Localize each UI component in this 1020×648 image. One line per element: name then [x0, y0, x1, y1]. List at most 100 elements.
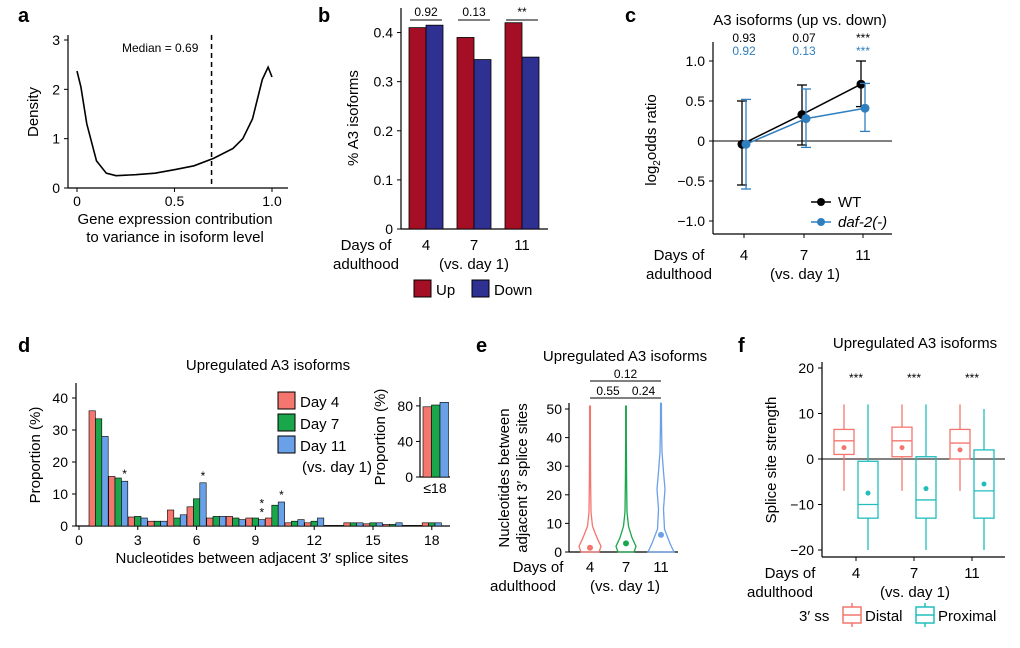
d-bar	[114, 477, 122, 527]
c-xtick-label: 4	[740, 247, 748, 264]
e-ytick-label: 0	[554, 544, 562, 560]
panel-d-xlabel: Nucleotides between adjacent 3′ splice s…	[116, 550, 409, 567]
d-bar	[415, 525, 423, 527]
panel-a-label: a	[18, 5, 30, 27]
d-bar	[375, 522, 383, 527]
e-xtick-label: 7	[622, 559, 630, 576]
d-xtick-label: 12	[306, 532, 322, 548]
d-bar	[310, 520, 318, 527]
f-mean	[865, 490, 871, 496]
b-ytick-label: 0.3	[374, 74, 394, 90]
f-mean	[841, 445, 847, 451]
panel-f-ylabel: Splice site strength	[763, 397, 780, 524]
inset-ytick-label: 40	[397, 433, 413, 449]
panel-c-title: A3 isoforms (up vs. down)	[713, 12, 886, 29]
d-bar	[382, 524, 390, 527]
panel-e-xnote: (vs. day 1)	[590, 578, 660, 595]
e-ytick-label: 20	[546, 487, 562, 503]
b-bar-up	[504, 22, 523, 230]
d-bar	[297, 519, 305, 527]
d-bar	[408, 525, 416, 527]
d-star: *	[279, 488, 284, 502]
panel-c-xlabel-2: adulthood	[646, 266, 712, 283]
f-star: ***	[849, 371, 863, 385]
d-bar	[369, 522, 377, 527]
legend-note-d: (vs. day 1)	[302, 459, 372, 476]
d-bar	[291, 520, 299, 527]
c-pvalue: 0.92	[732, 44, 756, 58]
d-ytick-label: 10	[52, 486, 68, 502]
legend-dot-wt	[817, 198, 825, 206]
inset-bar	[422, 406, 432, 478]
a-xtick-label: 1.0	[262, 193, 282, 209]
panel-e: e Upregulated A3 isoforms Nucleotides be…	[476, 335, 707, 595]
legend-swatch-day7	[277, 413, 296, 432]
d-bar	[389, 524, 397, 527]
f-box-distal	[891, 426, 913, 458]
legend-label-daf2: daf-2(-)	[838, 214, 887, 231]
e-violin	[646, 402, 676, 553]
panel-e-ylabel-2: adjacent 3′ splice sites	[514, 403, 531, 553]
f-box-proximal	[915, 456, 937, 519]
f-box-proximal	[857, 460, 879, 519]
e-violin	[578, 405, 602, 553]
c-xtick-label: 7	[800, 247, 808, 264]
d-bar	[160, 520, 168, 527]
c-point-daf2	[741, 139, 751, 149]
f-ytick-label: −10	[790, 497, 814, 513]
f-star: ***	[907, 371, 921, 385]
panel-e-ylabel-1: Nucleotides between	[496, 408, 513, 547]
panel-e-title: Upregulated A3 isoforms	[543, 348, 707, 365]
panel-a-median-annotation: Median = 0.69	[122, 41, 199, 55]
e-mean-point	[658, 531, 664, 538]
d-xtick-label: 0	[75, 532, 83, 548]
e-xtick-label: 11	[653, 559, 669, 576]
f-mean	[957, 447, 963, 453]
d-bar	[193, 498, 201, 527]
e-pvalue: 0.24	[632, 384, 656, 398]
d-bar	[134, 516, 142, 527]
e-ytick-label: 40	[546, 430, 562, 446]
d-bar	[356, 522, 364, 527]
legend-label-down: Down	[494, 282, 532, 299]
panel-d-label: d	[18, 335, 30, 357]
panel-e-xlabel-2: adulthood	[490, 578, 556, 595]
legend-swatch-down	[471, 279, 490, 298]
d-xtick-label: 3	[134, 532, 142, 548]
inset-ylabel: Proportion (%)	[372, 389, 389, 486]
f-ytick-label: −20	[790, 542, 814, 558]
panel-b-xlabel-2: adulthood	[333, 256, 399, 273]
e-ytick-label: 50	[546, 401, 562, 417]
c-point-daf2	[860, 103, 870, 113]
e-pvalue: 0.55	[596, 384, 620, 398]
d-bar	[101, 436, 109, 527]
legend-dot-daf2	[817, 218, 825, 226]
f-ytick-label: 20	[798, 360, 814, 376]
panel-a-xlabel-1: Gene expression contribution	[77, 211, 272, 228]
d-ytick-label: 30	[52, 422, 68, 438]
b-bar-down	[425, 24, 444, 230]
f-star: ***	[965, 371, 979, 385]
f-box-distal	[949, 428, 971, 460]
d-bar	[108, 476, 116, 527]
panel-b-xnote: (vs. day 1)	[439, 256, 509, 273]
b-ytick-label: 0.4	[374, 25, 394, 41]
f-ytick-label: 10	[798, 406, 814, 422]
f-xtick-label: 4	[852, 565, 860, 582]
e-mean-point	[623, 540, 629, 547]
d-bar	[121, 480, 129, 527]
panel-a: a Density Gene expression contribution t…	[18, 5, 288, 246]
legend-label-wt: WT	[838, 194, 861, 211]
panel-f-label: f	[738, 335, 745, 357]
e-violin	[615, 405, 637, 553]
d-bar	[363, 523, 371, 527]
c-point-wt	[856, 79, 866, 89]
d-bar	[258, 519, 266, 527]
legend-label-up: Up	[436, 282, 455, 299]
d-bar	[167, 509, 175, 527]
panel-b-xlabel-1: Days of	[341, 237, 393, 254]
panel-e-xlabel-1: Days of	[513, 559, 565, 576]
c-ytick-label: 1.0	[686, 53, 706, 69]
b-ytick-label: 0	[385, 221, 393, 237]
e-mean-point	[587, 544, 593, 551]
